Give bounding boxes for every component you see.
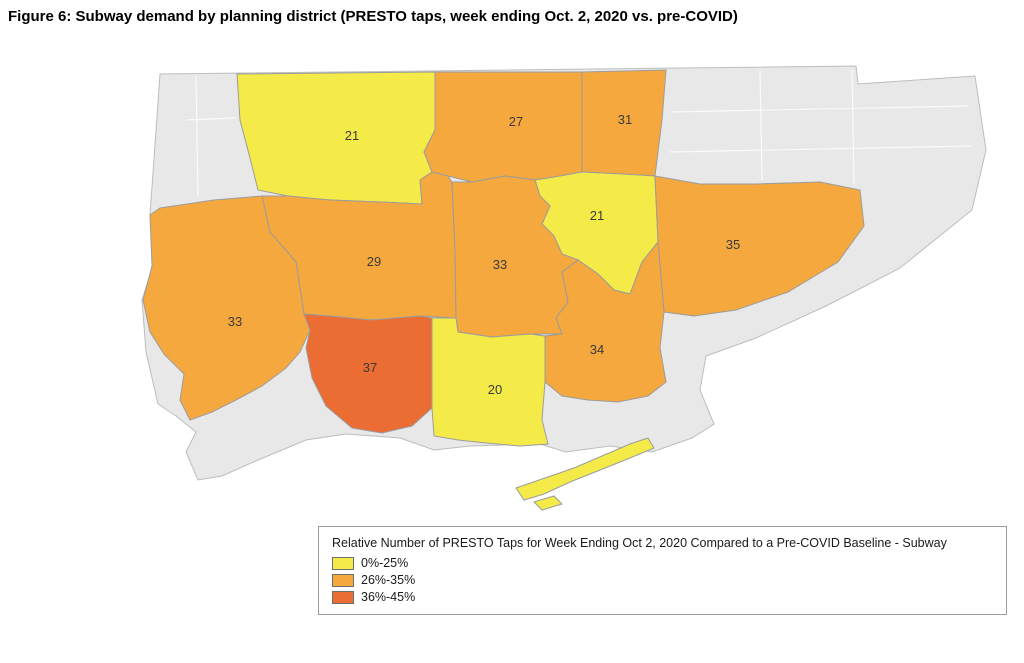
district-labels: 21 27 31 21 35 29 33 33 37 20 34 — [228, 112, 740, 397]
district-label: 27 — [509, 114, 523, 129]
legend-item-26-35: 26%-35% — [332, 573, 996, 587]
swatch-rect — [332, 556, 354, 570]
district-label: 37 — [363, 360, 377, 375]
district-33-west — [142, 195, 311, 421]
district-label: 33 — [228, 314, 242, 329]
legend-label: 26%-35% — [361, 573, 416, 587]
legend-item-36-45: 36%-45% — [332, 590, 996, 604]
district-label: 21 — [590, 208, 604, 223]
district-37 — [303, 313, 433, 434]
district-27 — [423, 71, 583, 183]
legend-swatch-red-orange — [332, 590, 354, 604]
district-label: 34 — [590, 342, 604, 357]
legend-swatch-orange — [332, 573, 354, 587]
map-legend: Relative Number of PRESTO Taps for Week … — [318, 526, 1007, 615]
district-label: 20 — [488, 382, 502, 397]
district-34 — [544, 240, 667, 403]
legend-swatch-yellow — [332, 556, 354, 570]
district-label: 29 — [367, 254, 381, 269]
district-label: 21 — [345, 128, 359, 143]
legend-label: 36%-45% — [361, 590, 416, 604]
legend-label: 0%-25% — [361, 556, 409, 570]
toronto-island-small — [533, 495, 563, 511]
district-label: 33 — [493, 257, 507, 272]
swatch-rect — [332, 590, 354, 604]
toronto-islands — [515, 437, 655, 501]
legend-item-0-25: 0%-25% — [332, 556, 996, 570]
district-label: 31 — [618, 112, 632, 127]
street-lines — [185, 69, 973, 197]
district-20 — [431, 317, 549, 447]
swatch-rect — [332, 573, 354, 587]
figure-title: Figure 6: Subway demand by planning dist… — [8, 8, 738, 25]
district-21-northwest — [236, 71, 436, 205]
district-label: 35 — [726, 237, 740, 252]
legend-title: Relative Number of PRESTO Taps for Week … — [332, 536, 947, 550]
